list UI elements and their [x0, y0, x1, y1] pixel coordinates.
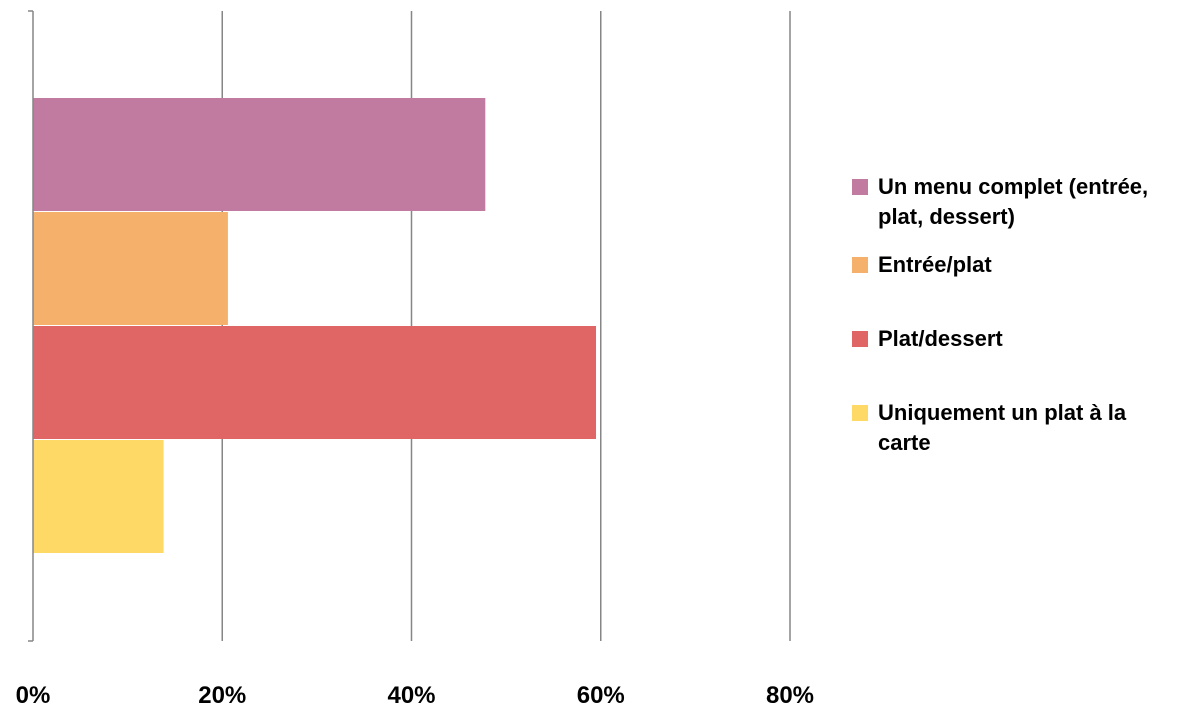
axis-group [28, 10, 34, 642]
x-tick-label: 40% [387, 682, 435, 709]
legend-swatch-entree-plat [852, 257, 868, 273]
bar [33, 326, 597, 439]
legend-label-plat-carte: Uniquement un plat à la carte [878, 400, 1127, 455]
legend-item-menu-complet: Un menu complet (entrée, plat, dessert) [852, 172, 1183, 232]
legend-label-plat-dessert: Plat/dessert [878, 326, 1003, 351]
legend-label-entree-plat: Entrée/plat [878, 252, 992, 277]
bar [33, 440, 164, 553]
legend-item-plat-carte: Uniquement un plat à la carte [852, 398, 1183, 458]
legend-swatch-plat-carte [852, 405, 868, 421]
legend-swatch-menu-complet [852, 179, 868, 195]
legend-item-entree-plat: Entrée/plat [852, 250, 1183, 280]
legend-label-menu-complet: Un menu complet (entrée, plat, dessert) [878, 174, 1149, 229]
x-tick-label: 60% [577, 682, 625, 709]
bars-group [33, 98, 597, 553]
x-tick-label: 80% [766, 682, 814, 709]
x-tick-labels: 0% 20% 40% 60% 80% [16, 682, 814, 709]
x-tick-label: 20% [198, 682, 246, 709]
bar [33, 98, 486, 211]
x-tick-label: 0% [16, 682, 51, 709]
legend-item-plat-dessert: Plat/dessert [852, 324, 1183, 354]
bar [33, 212, 228, 325]
legend-swatch-plat-dessert [852, 331, 868, 347]
